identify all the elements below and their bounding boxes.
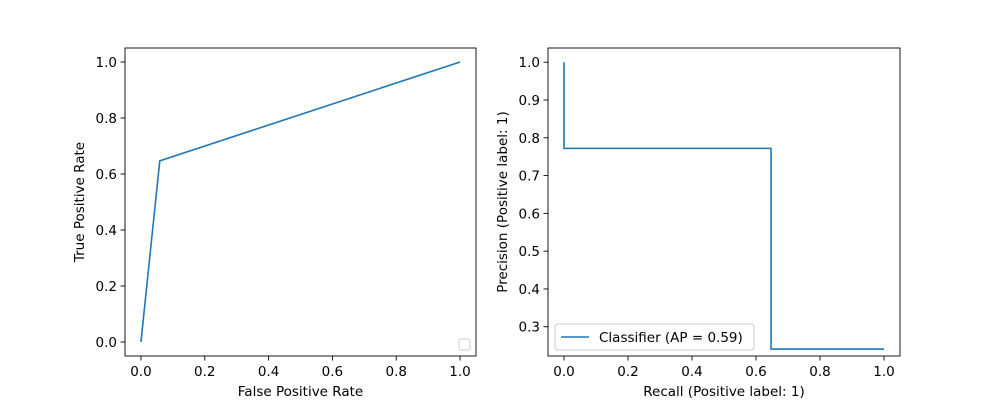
y-tick-label: 0.0 — [96, 335, 117, 351]
y-tick-label: 0.9 — [519, 93, 540, 109]
y-tick-label: 1.0 — [519, 55, 540, 71]
legend-box — [554, 323, 755, 351]
y-axis-label: True Positive Rate — [72, 142, 88, 263]
axes-frame — [547, 47, 901, 357]
legend: Classifier (AP = 0.59) — [554, 323, 755, 351]
x-tick-label: 0.2 — [194, 364, 215, 380]
x-tick-label: 0.0 — [553, 364, 574, 380]
y-tick-label: 0.8 — [96, 111, 117, 127]
y-tick-label: 0.3 — [519, 320, 540, 336]
x-tick-label: 0.8 — [385, 364, 406, 380]
x-axis-label: False Positive Rate — [238, 384, 363, 400]
y-tick-label: 0.8 — [519, 131, 540, 147]
x-tick-label: 0.6 — [745, 364, 766, 380]
x-tick-label: 0.2 — [617, 364, 638, 380]
precision-recall-chart: 0.0 0.2 0.4 0.6 0.8 1.0 0.3 0.4 0.5 0.6 0.7 0.8 0.9 1… — [495, 47, 901, 400]
x-tick-label: 0.6 — [322, 364, 343, 380]
x-tick-label: 0.0 — [130, 364, 151, 380]
series-line — [140, 61, 461, 343]
x-tick-label: 0.4 — [258, 364, 279, 380]
legend-entry-label: Classifier (AP = 0.59) — [599, 330, 743, 346]
y-tick-label: 0.6 — [519, 206, 540, 222]
x-tick-label: 1.0 — [449, 364, 470, 380]
y-tick-label: 0.4 — [96, 223, 117, 239]
y-tick-label: 0.5 — [519, 244, 540, 260]
roc-chart: 0.0 0.2 0.4 0.6 0.8 1.0 0.0 0.2 0.4 0.6 0.8 1.0 Fals… — [72, 47, 477, 400]
y-axis-label: Precision (Positive label: 1) — [495, 111, 511, 292]
y-tick-label: 0.4 — [519, 282, 540, 298]
x-tick-label: 1.0 — [873, 364, 894, 380]
y-tick-label: 0.2 — [96, 279, 117, 295]
y-tick-label: 0.7 — [519, 169, 540, 185]
y-tick-label: 1.0 — [96, 55, 117, 71]
x-axis-label: Recall (Positive label: 1) — [643, 384, 805, 400]
axes-frame — [124, 47, 477, 357]
x-tick-label: 0.4 — [681, 364, 702, 380]
legend-box — [458, 338, 471, 351]
series-line — [563, 62, 884, 350]
y-tick-label: 0.6 — [96, 167, 117, 183]
x-tick-label: 0.8 — [809, 364, 830, 380]
